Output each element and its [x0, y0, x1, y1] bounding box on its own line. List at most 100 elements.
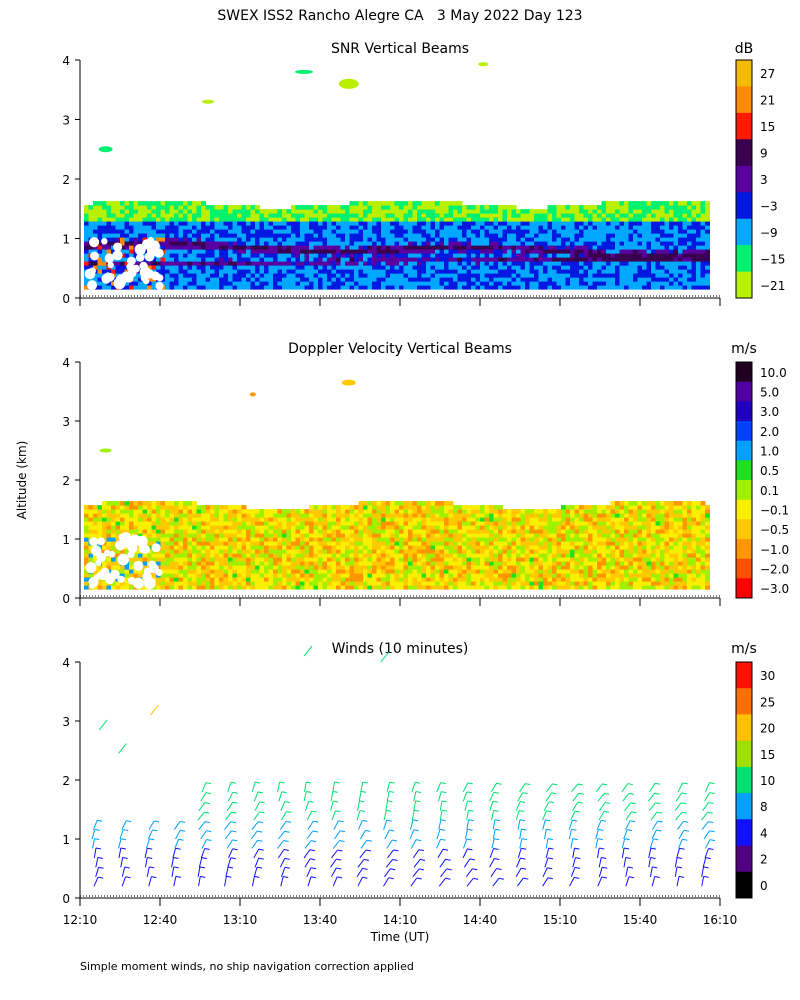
field-cell: [214, 269, 220, 274]
field-cell: [376, 257, 382, 262]
field-cell: [183, 209, 188, 214]
field-cell: [84, 541, 89, 546]
field-cell: [246, 561, 251, 566]
field-cell: [610, 285, 616, 290]
field-cell: [183, 509, 188, 514]
field-cell: [97, 217, 103, 222]
field-cell: [295, 569, 301, 574]
field-cell: [394, 513, 400, 518]
field-cell: [340, 537, 346, 542]
field-cell: [538, 253, 544, 258]
field-cell: [120, 237, 125, 242]
field-cell: [678, 201, 683, 206]
field-cell: [268, 513, 274, 518]
field-cell: [219, 553, 224, 558]
field-cell: [147, 525, 152, 530]
field-cell: [327, 233, 332, 238]
field-cell: [156, 233, 161, 238]
field-cell: [124, 569, 130, 574]
field-cell: [201, 201, 206, 206]
field-cell: [147, 549, 152, 554]
field-cell: [120, 269, 125, 274]
field-cell: [489, 249, 494, 254]
field-cell: [300, 581, 305, 586]
field-cell: [543, 229, 548, 234]
field-cell: [300, 245, 305, 250]
field-cell: [475, 509, 481, 514]
field-cell: [439, 549, 445, 554]
field-cell: [358, 565, 364, 570]
field-cell: [210, 569, 215, 574]
field-cell: [255, 537, 260, 542]
field-cell: [300, 529, 305, 534]
field-cell: [520, 265, 526, 270]
field-cell: [502, 233, 508, 238]
field-cell: [192, 237, 197, 242]
field-cell: [453, 237, 458, 242]
field-cell: [408, 249, 413, 254]
data-gap: [113, 277, 126, 290]
field-cell: [435, 565, 440, 570]
field-cell: [246, 245, 251, 250]
field-cell: [205, 509, 211, 514]
field-cell: [160, 577, 166, 582]
field-cell: [178, 549, 184, 554]
field-cell: [336, 505, 341, 510]
field-cell: [331, 249, 337, 254]
field-cell: [84, 553, 89, 558]
field-cell: [457, 529, 463, 534]
field-cell: [268, 229, 274, 234]
field-cell: [165, 585, 170, 590]
field-cell: [192, 217, 197, 222]
field-cell: [237, 513, 242, 518]
field-cell: [246, 225, 251, 230]
field-cell: [628, 205, 634, 210]
field-cell: [525, 225, 530, 230]
field-cell: [669, 253, 674, 258]
field-cell: [178, 521, 184, 526]
field-cell: [421, 217, 427, 222]
field-cell: [430, 581, 436, 586]
field-cell: [385, 221, 391, 226]
field-cell: [349, 277, 355, 282]
field-cell: [453, 517, 458, 522]
field-cell: [196, 545, 202, 550]
field-cell: [448, 257, 454, 262]
field-cell: [228, 569, 233, 574]
field-cell: [439, 509, 445, 514]
field-cell: [682, 265, 688, 270]
field-cell: [421, 261, 427, 266]
field-cell: [84, 245, 89, 250]
field-cell: [111, 221, 116, 226]
field-cell: [331, 285, 337, 290]
field-cell: [205, 265, 211, 270]
field-cell: [133, 517, 139, 522]
field-cell: [192, 269, 197, 274]
field-cell: [205, 541, 211, 546]
field-cell: [619, 237, 625, 242]
field-cell: [394, 557, 400, 562]
field-cell: [520, 217, 526, 222]
field-cell: [529, 273, 535, 278]
field-cell: [691, 245, 697, 250]
field-cell: [151, 533, 157, 538]
field-cell: [331, 525, 337, 530]
field-cell: [345, 229, 350, 234]
field-cell: [349, 509, 355, 514]
field-cell: [192, 285, 197, 290]
field-cell: [268, 285, 274, 290]
field-cell: [232, 505, 238, 510]
field-cell: [624, 277, 629, 282]
field-cell: [282, 565, 287, 570]
field-cell: [417, 217, 422, 222]
field-cell: [399, 585, 404, 590]
field-cell: [138, 213, 143, 218]
field-cell: [606, 281, 611, 286]
field-cell: [372, 273, 377, 278]
field-cell: [381, 241, 386, 246]
field-cell: [219, 529, 224, 534]
field-cell: [183, 529, 188, 534]
field-cell: [426, 517, 431, 522]
field-cell: [165, 577, 170, 582]
field-cell: [484, 225, 490, 230]
